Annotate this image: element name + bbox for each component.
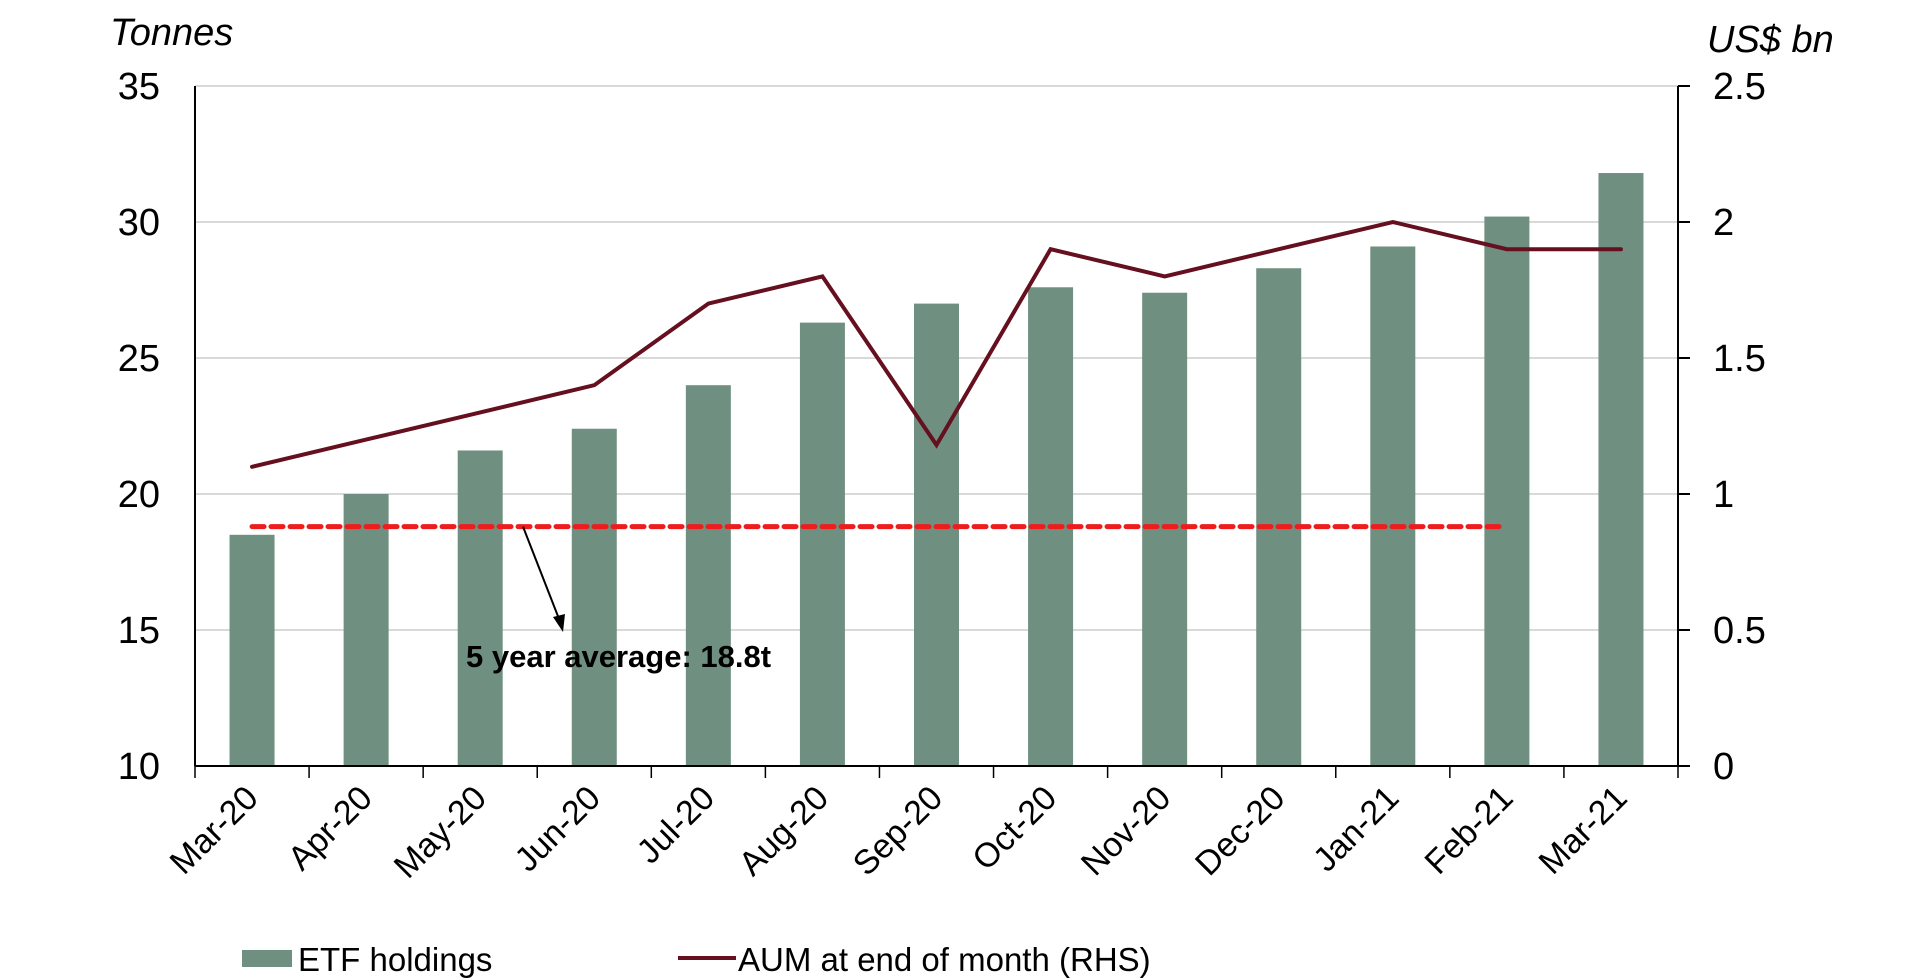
bar-sep-20 xyxy=(914,303,959,766)
bar-jun-20 xyxy=(571,428,617,766)
bar-may-20 xyxy=(457,450,503,766)
bar-aug-20 xyxy=(799,322,845,766)
x-tick-label: Jul-20 xyxy=(630,779,722,871)
left-axis-title: Tonnes xyxy=(110,12,233,54)
legend-swatch-etf-holdings xyxy=(242,950,292,967)
legend-label-etf-holdings: ETF holdings xyxy=(298,941,492,978)
x-tick-label: Feb-21 xyxy=(1417,779,1520,882)
x-tick-labels: Mar-20 Apr-20 May-20 Jun-20 Jul-20 Aug-20 Sep-… xyxy=(163,766,1679,886)
left-tick-label: 20 xyxy=(118,474,160,516)
left-tick-label: 15 xyxy=(118,610,160,652)
reference-line-group xyxy=(249,524,1506,632)
line-series-aum xyxy=(250,219,1623,469)
left-tick-labels: 35 30 25 20 15 10 xyxy=(118,66,160,788)
left-tick-label: 30 xyxy=(118,202,160,244)
bar-apr-20 xyxy=(343,494,389,766)
x-tick-label: Mar-21 xyxy=(1532,779,1635,882)
legend-label-aum: AUM at end of month (RHS) xyxy=(738,941,1151,978)
annotation-arrowhead-icon xyxy=(553,614,565,632)
x-tick-label: Mar-20 xyxy=(163,779,266,882)
x-tick-label: Aug-20 xyxy=(732,779,836,883)
x-tick-label: Dec-20 xyxy=(1188,779,1292,883)
right-tick-labels: 2.5 2 1.5 1 0.5 0 xyxy=(1678,66,1766,788)
right-tick-label: 0 xyxy=(1713,746,1734,788)
x-tick-label: Jun-20 xyxy=(508,779,608,879)
legend: ETF holdings AUM at end of month (RHS) xyxy=(242,941,1151,978)
x-tick-label: May-20 xyxy=(387,779,494,886)
left-tick-label: 10 xyxy=(118,746,160,788)
right-tick-label: 1 xyxy=(1713,474,1734,516)
bar-nov-20 xyxy=(1142,292,1188,766)
bar-jul-20 xyxy=(685,385,731,766)
bar-jan-21 xyxy=(1370,246,1416,767)
x-tick-label: Oct-20 xyxy=(965,779,1064,878)
x-tick-label: Nov-20 xyxy=(1074,779,1178,883)
right-tick-label: 2 xyxy=(1713,202,1734,244)
right-tick-label: 1.5 xyxy=(1713,338,1766,380)
left-tick-label: 25 xyxy=(118,338,160,380)
annotation-arrow-line xyxy=(522,526,562,625)
right-tick-label: 0.5 xyxy=(1713,610,1766,652)
left-tick-label: 35 xyxy=(118,66,160,108)
x-tick-label: Sep-20 xyxy=(846,779,950,883)
bar-feb-21 xyxy=(1484,216,1530,766)
bar-series-etf-holdings xyxy=(229,173,1644,767)
bar-mar-21 xyxy=(1598,173,1644,767)
bar-dec-20 xyxy=(1256,268,1302,766)
bar-mar-20 xyxy=(229,534,275,766)
x-tick-label: Apr-20 xyxy=(281,779,380,878)
right-axis-title: US$ bn xyxy=(1707,19,1834,61)
right-tick-label: 2.5 xyxy=(1713,66,1766,108)
axes xyxy=(194,86,1679,767)
average-annotation: 5 year average: 18.8t xyxy=(466,639,771,674)
x-tick-label: Jan-21 xyxy=(1306,779,1406,879)
